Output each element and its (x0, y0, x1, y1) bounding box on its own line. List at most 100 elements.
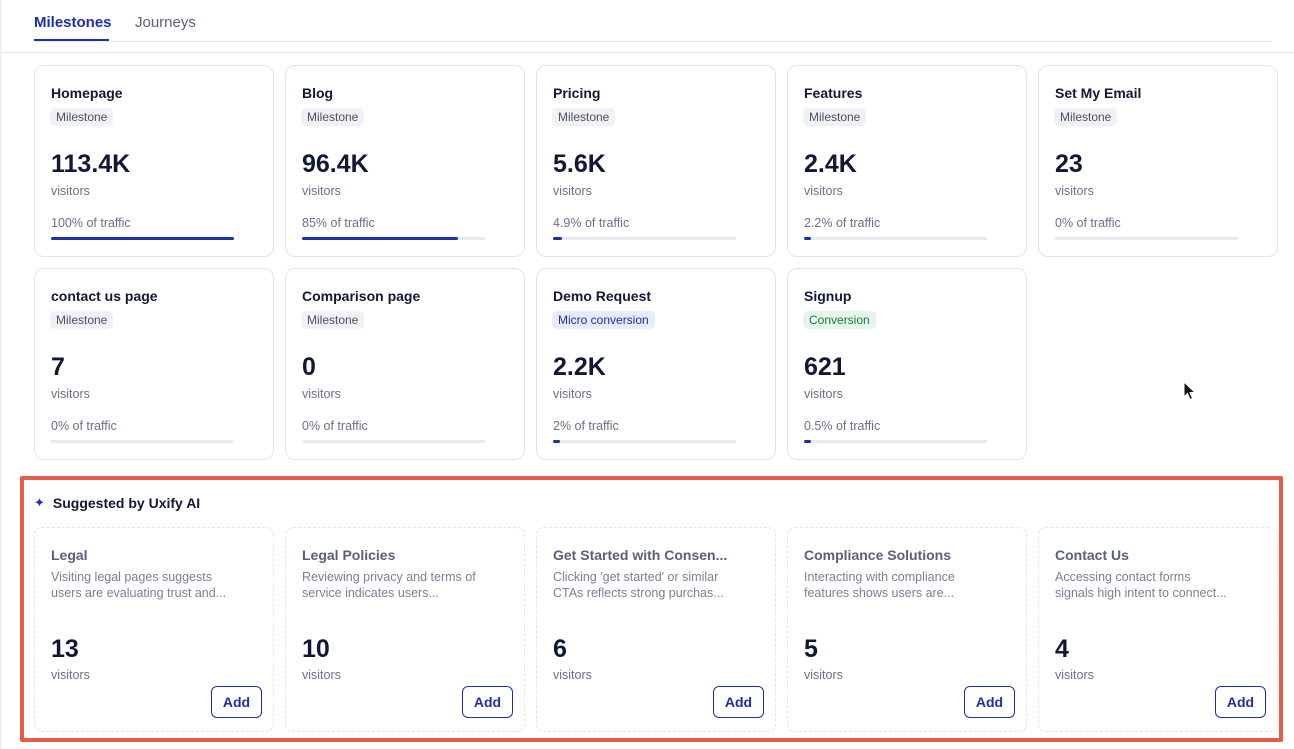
milestone-title: Homepage (51, 85, 123, 101)
traffic-progress-bar (302, 237, 485, 240)
add-suggestion-button[interactable]: Add (211, 686, 262, 718)
milestone-card-set-my-email[interactable]: Set My Email Milestone 23 visitors 0% of… (1038, 65, 1278, 257)
suggestion-description-line: service indicates users... (302, 586, 439, 600)
traffic-progress-bar (1055, 237, 1238, 240)
suggestion-visitors-count: 10 (302, 635, 330, 663)
milestone-badge: Milestone (301, 108, 365, 126)
traffic-progress-fill (553, 237, 562, 240)
traffic-progress-bar (51, 440, 234, 443)
header-divider (0, 52, 1294, 53)
suggestion-visitors-label: visitors (804, 668, 843, 682)
suggestion-description: Clicking 'get started' or similar CTAs r… (553, 569, 758, 601)
milestone-card-homepage[interactable]: Homepage Milestone 113.4K visitors 100% … (34, 65, 274, 257)
milestone-card-blog[interactable]: Blog Milestone 96.4K visitors 85% of tra… (285, 65, 525, 257)
milestone-traffic-share: 85% of traffic (302, 216, 375, 230)
milestone-visitors-label: visitors (302, 387, 341, 401)
conversion-badge: Conversion (803, 311, 876, 329)
milestone-traffic-share: 4.9% of traffic (553, 216, 630, 230)
tab-journeys[interactable]: Journeys (135, 14, 196, 31)
tab-bar: Milestones Journeys (34, 0, 1271, 42)
milestone-card-comparison-page[interactable]: Comparison page Milestone 0 visitors 0% … (285, 268, 525, 460)
milestone-traffic-share: 2% of traffic (553, 419, 619, 433)
suggestion-title: Contact Us (1055, 547, 1129, 563)
suggestion-description-line: features shows users are... (804, 586, 955, 600)
milestone-card-signup[interactable]: Signup Conversion 621 visitors 0.5% of t… (787, 268, 1027, 460)
suggestion-description: Visiting legal pages suggests users are … (51, 569, 256, 601)
suggestion-description-line: Visiting legal pages suggests (51, 570, 212, 584)
milestone-title: Set My Email (1055, 85, 1142, 101)
suggestions-highlight-frame (20, 476, 1283, 742)
milestone-visitors-label: visitors (1055, 184, 1094, 198)
micro-conversion-badge: Micro conversion (552, 311, 655, 329)
milestone-visitors-label: visitors (302, 184, 341, 198)
active-tab-indicator (34, 39, 109, 41)
milestone-title: Comparison page (302, 288, 421, 304)
suggestion-title: Legal (51, 547, 88, 563)
suggestion-visitors-count: 4 (1055, 635, 1069, 663)
traffic-progress-bar (553, 440, 736, 443)
milestone-title: Demo Request (553, 288, 652, 304)
milestone-visitors-label: visitors (804, 184, 843, 198)
suggestion-visitors-label: visitors (302, 668, 341, 682)
suggestion-visitors-count: 13 (51, 635, 79, 663)
milestone-visitors-count: 7 (51, 353, 65, 381)
suggestion-description-line: Interacting with compliance (804, 570, 955, 584)
traffic-progress-fill (51, 237, 234, 240)
suggestion-description-line: Reviewing privacy and terms of (302, 570, 476, 584)
milestone-title: Features (804, 85, 863, 101)
traffic-progress-bar (553, 237, 736, 240)
tab-milestones[interactable]: Milestones (34, 14, 112, 31)
milestone-visitors-count: 113.4K (51, 150, 131, 178)
suggestions-title: Suggested by Uxify AI (52, 495, 201, 511)
milestone-traffic-share: 0% of traffic (51, 419, 117, 433)
milestone-card-features[interactable]: Features Milestone 2.4K visitors 2.2% of… (787, 65, 1027, 257)
milestone-badge: Milestone (50, 108, 114, 126)
add-suggestion-button[interactable]: Add (462, 686, 513, 718)
add-suggestion-button[interactable]: Add (964, 686, 1015, 718)
traffic-progress-bar (804, 440, 987, 443)
suggestion-description-line: Clicking 'get started' or similar (553, 570, 719, 584)
milestone-traffic-share: 2.2% of traffic (804, 216, 881, 230)
suggestion-description-line: Accessing contact forms (1055, 570, 1191, 584)
suggestions-header: ✦ Suggested by Uxify AI (34, 495, 200, 511)
milestone-card-contact-us-page[interactable]: contact us page Milestone 7 visitors 0% … (34, 268, 274, 460)
suggestion-card-contact-us: Contact Us Accessing contact forms signa… (1038, 527, 1278, 732)
left-edge-divider (0, 0, 2, 749)
milestone-traffic-share: 0.5% of traffic (804, 419, 881, 433)
milestone-card-pricing[interactable]: Pricing Milestone 5.6K visitors 4.9% of … (536, 65, 776, 257)
milestone-card-demo-request[interactable]: Demo Request Micro conversion 2.2K visit… (536, 268, 776, 460)
milestone-visitors-label: visitors (553, 184, 592, 198)
milestone-traffic-share: 100% of traffic (51, 216, 131, 230)
suggestion-description: Reviewing privacy and terms of service i… (302, 569, 507, 601)
suggestion-title: Legal Policies (302, 547, 396, 563)
traffic-progress-fill (553, 440, 560, 443)
milestone-visitors-count: 621 (804, 353, 846, 381)
traffic-progress-bar (804, 237, 987, 240)
mouse-cursor-icon (1183, 381, 1197, 401)
suggestion-title: Compliance Solutions (804, 547, 952, 563)
add-suggestion-button[interactable]: Add (713, 686, 764, 718)
suggestion-card-get-started: Get Started with Consen... Clicking 'get… (536, 527, 776, 732)
suggestion-description-line: CTAs reflects strong purchas... (553, 586, 724, 600)
milestone-visitors-label: visitors (51, 184, 90, 198)
suggestion-card-compliance-solutions: Compliance Solutions Interacting with co… (787, 527, 1027, 732)
add-suggestion-button[interactable]: Add (1215, 686, 1266, 718)
milestone-traffic-share: 0% of traffic (302, 419, 368, 433)
milestone-visitors-count: 96.4K (302, 150, 369, 178)
suggestion-description-line: signals high intent to connect... (1055, 586, 1227, 600)
suggestion-visitors-count: 6 (553, 635, 567, 663)
milestone-visitors-label: visitors (51, 387, 90, 401)
milestone-badge: Milestone (1054, 108, 1118, 126)
suggestion-visitors-label: visitors (1055, 668, 1094, 682)
traffic-progress-fill (302, 237, 458, 240)
suggestion-title: Get Started with Consen... (553, 547, 728, 563)
suggestion-visitors-label: visitors (51, 668, 90, 682)
milestone-visitors-count: 2.4K (804, 150, 857, 178)
traffic-progress-fill (804, 237, 811, 240)
suggestion-visitors-label: visitors (553, 668, 592, 682)
milestone-badge: Milestone (803, 108, 867, 126)
suggestion-card-legal: Legal Visiting legal pages suggests user… (34, 527, 274, 732)
milestone-title: Blog (302, 85, 334, 101)
suggestion-description: Interacting with compliance features sho… (804, 569, 1009, 601)
traffic-progress-bar (302, 440, 485, 443)
